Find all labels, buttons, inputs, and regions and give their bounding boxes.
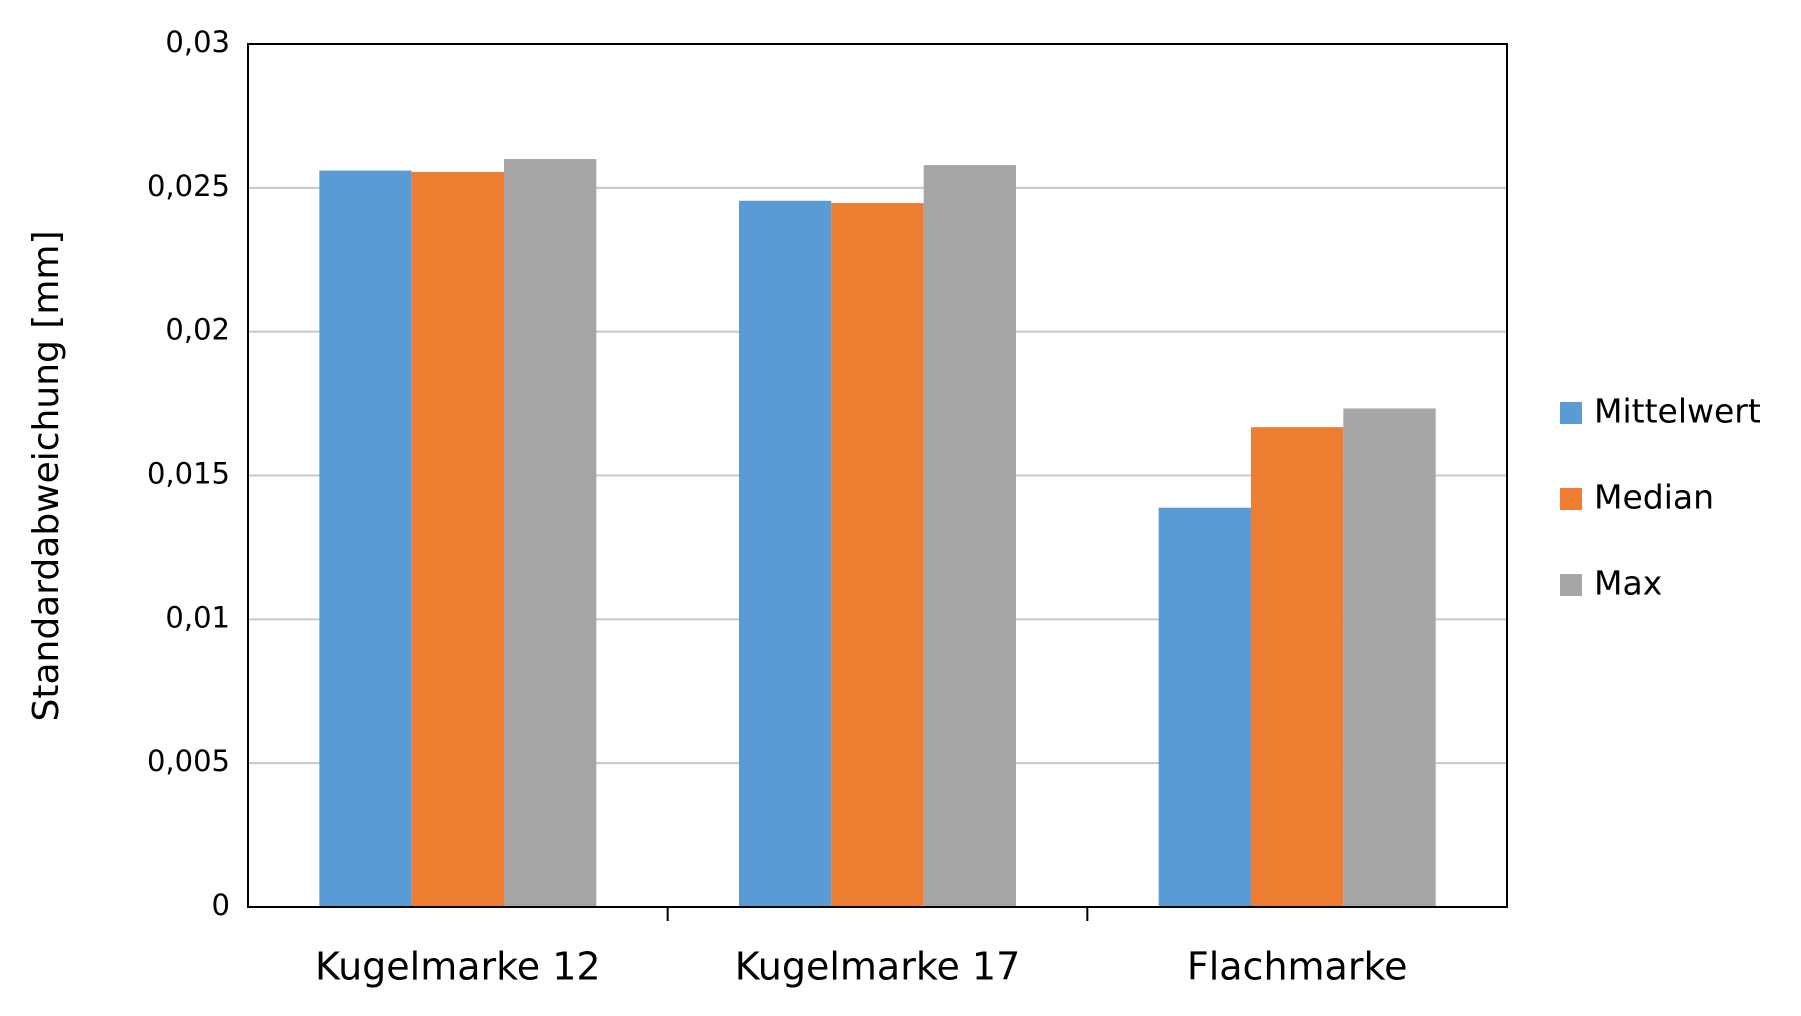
legend-swatch — [1560, 488, 1582, 510]
bar — [411, 172, 504, 908]
legend-swatch — [1560, 402, 1582, 424]
bar — [503, 159, 597, 908]
bar — [1251, 427, 1344, 907]
legend-label: Median — [1594, 478, 1714, 517]
x-tick-label: Flachmarke — [1187, 945, 1408, 989]
bar — [319, 170, 412, 907]
x-tick-label: Kugelmarke 17 — [735, 945, 1021, 989]
y-tick-label: 0,03 — [165, 25, 230, 59]
legend-swatch — [1560, 574, 1582, 596]
plot-border — [247, 43, 1508, 908]
y-tick-label: 0,025 — [147, 169, 230, 203]
legend-label: Mittelwert — [1594, 392, 1761, 431]
y-tick-label: 0,02 — [165, 313, 230, 347]
bar — [923, 165, 1016, 907]
bar — [831, 203, 924, 908]
legend-label: Max — [1594, 564, 1662, 603]
y-axis-label: Standardabweichung [mm] — [26, 230, 67, 721]
y-tick-label: 0,01 — [165, 600, 230, 634]
y-tick-label: 0,005 — [147, 744, 230, 778]
y-tick-label: 0 — [212, 888, 230, 922]
bar — [1343, 408, 1436, 907]
y-tick-label: 0,015 — [147, 457, 230, 491]
bar — [739, 200, 832, 908]
x-tick-label: Kugelmarke 12 — [315, 945, 601, 989]
bar — [1158, 507, 1252, 907]
